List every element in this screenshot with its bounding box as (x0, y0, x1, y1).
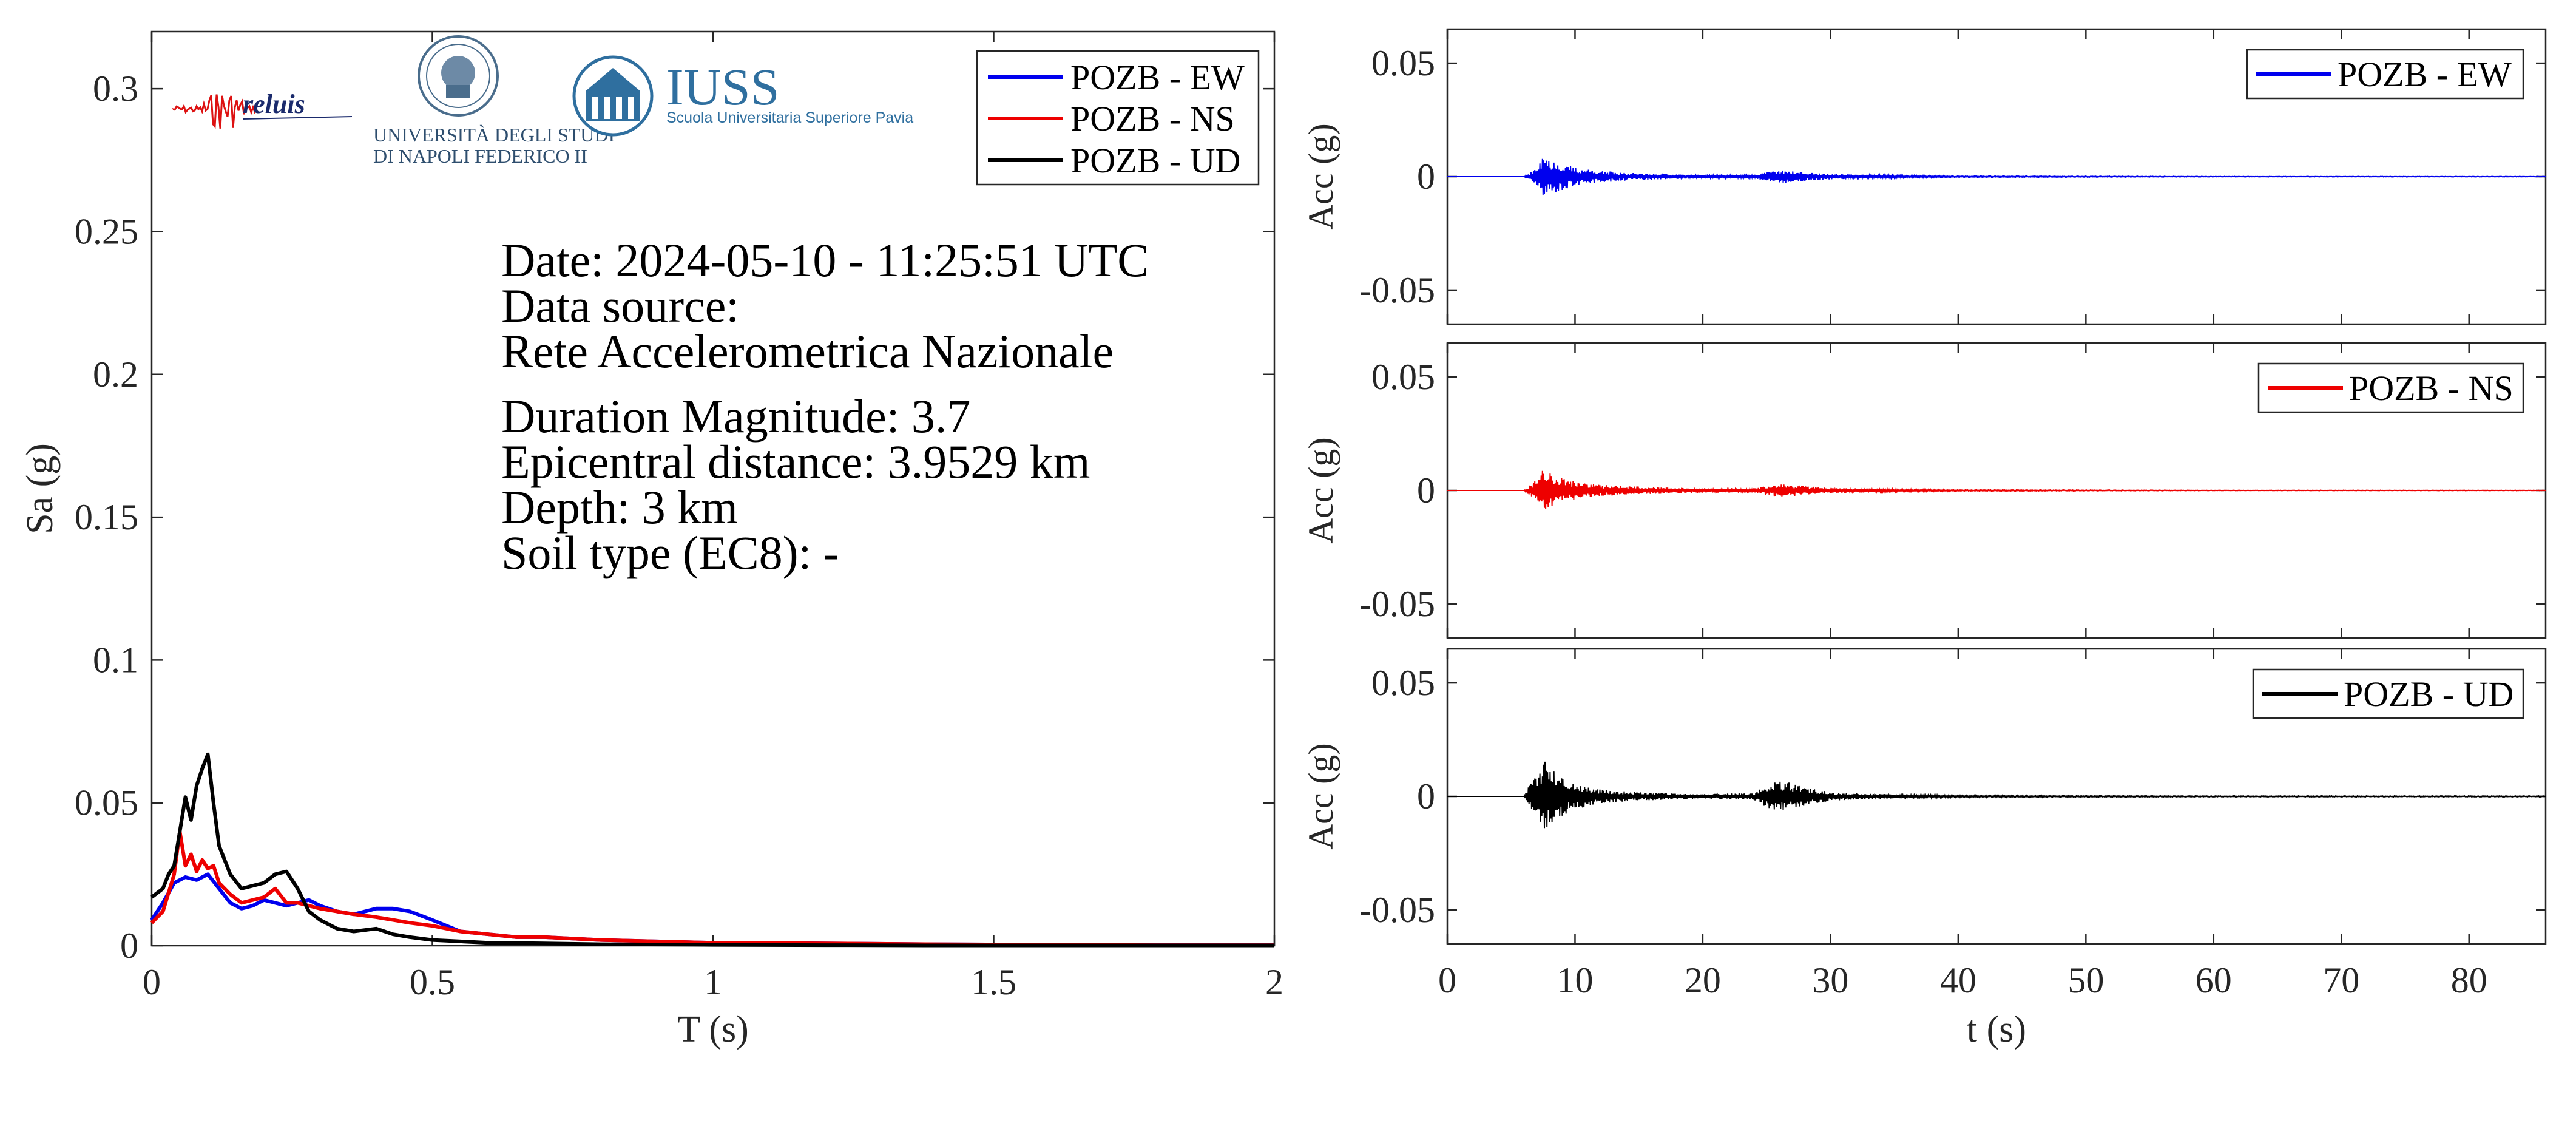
spectrum-y-tick-label: 0.3 (93, 69, 138, 109)
spectrum-lines (150, 752, 1274, 948)
accelerogram-x-label: t (s) (1967, 1009, 2026, 1050)
accelerogram-ns-legend: POZB - NS (2257, 362, 2524, 413)
legend-label-ns: POZB - NS (1070, 99, 1235, 138)
epicentral-distance: Epicentral distance: 3.9529 km (501, 435, 1090, 488)
accelerogram-x-tick-label: 40 (1940, 960, 1976, 1000)
data-source-label: Data source: (501, 279, 739, 332)
accelerogram-ns-trace (1447, 470, 2546, 509)
accelerogram-ew-line (1447, 158, 2546, 195)
accelerogram-y-tick-label: 0 (1417, 470, 1435, 510)
accelerogram-y-tick-label: -0.05 (1359, 584, 1435, 624)
spectrum-y-tick-label: 0 (120, 926, 138, 966)
data-source-name: Rete Accelerometrica Nazionale (501, 325, 1114, 378)
duration-magnitude: Duration Magnitude: 3.7 (501, 390, 970, 443)
spectrum-x-tick-label: 0 (143, 962, 161, 1002)
accelerogram-y-tick-label: 0 (1417, 157, 1435, 197)
accelerogram-ud-y-label: Acc (g) (1301, 743, 1340, 850)
unina-seal-icon (418, 35, 499, 117)
unina-text-line2: DI NAPOLI FEDERICO II (373, 145, 587, 167)
accelerogram-ew-legend: POZB - EW (2246, 49, 2524, 100)
accelerogram-x-tick-label: 30 (1812, 960, 1848, 1000)
accelerogram-y-tick-label: 0 (1417, 776, 1435, 816)
accelerogram-ns-tick-labels: 0.05 0 -0.05 (1359, 357, 1435, 624)
accelerogram-ew-legend-label: POZB - EW (2338, 55, 2512, 94)
accelerogram-ns-panel: 0.05 0 -0.05 Acc (g) POZB - NS (1301, 342, 2547, 639)
spectrum-legend: POZB - EW POZB - NS POZB - UD (976, 50, 1260, 186)
spectrum-x-tick-label: 1 (704, 962, 722, 1002)
iuss-logo-subtitle: Scuola Universitaria Superiore Pavia (666, 109, 913, 126)
accelerogram-y-tick-label: 0.05 (1371, 357, 1435, 397)
spectrum-y-tick-label: 0.2 (93, 354, 138, 395)
accelerogram-ew-tick-labels: 0.05 0 -0.05 (1359, 43, 1435, 310)
soil-type: Soil type (EC8): - (501, 526, 839, 579)
depth: Depth: 3 km (501, 481, 738, 534)
spectrum-x-tick-label: 2 (1265, 962, 1283, 1002)
accelerogram-ns-line (1447, 470, 2546, 509)
accelerogram-ud-panel: 0.050-0.05 Acc (g) POZB - UD 0 10 20 30 40 50… (1301, 648, 2547, 1000)
spectrum-x-label: T (s) (677, 1009, 749, 1050)
accelerogram-ew-y-label: Acc (g) (1301, 123, 1340, 230)
unina-text-line1: UNIVERSITÀ DEGLI STUDI (373, 124, 615, 146)
accelerogram-y-tick-label: -0.05 (1359, 890, 1435, 930)
spectrum-line-ns (150, 829, 1274, 948)
accelerogram-ud-legend: POZB - UD (2252, 668, 2524, 719)
spectrum-tick-labels: 0 0.5 1 1.5 2 0 0.05 0.1 0.15 0.2 0.25 0.3 (75, 69, 1283, 1002)
accelerogram-ud-trace (1447, 761, 2546, 829)
reluis-logo: reluis (172, 89, 353, 129)
reluis-wave-icon (172, 94, 258, 129)
accelerogram-ud-line (1447, 761, 2546, 829)
legend-label-ew: POZB - EW (1070, 58, 1245, 97)
accelerogram-ew-ticks (1446, 29, 2546, 324)
iuss-logo: IUSS Scuola Universitaria Superiore Pavi… (572, 55, 913, 137)
accelerogram-ew-panel: 0.05 0 -0.05 Acc (g) POZB - EW (1301, 28, 2547, 325)
spectrum-y-label: Sa (g) (19, 443, 61, 534)
accelerogram-x-tick-label: 60 (2196, 960, 2232, 1000)
accelerogram-y-tick-label: 0.05 (1371, 43, 1435, 83)
iuss-emblem-icon (572, 55, 654, 137)
spectrum-x-tick-label: 1.5 (971, 962, 1016, 1002)
spectrum-x-tick-label: 0.5 (410, 962, 455, 1002)
accelerogram-x-tick-labels: 0 10 20 30 40 50 60 70 80 (1438, 960, 2487, 1000)
accelerogram-ud-tick-labels: 0.05 0 -0.05 (1359, 663, 1435, 930)
accelerogram-y-tick-label: 0.05 (1371, 663, 1435, 703)
accelerogram-x-tick-label: 70 (2323, 960, 2359, 1000)
spectrum-y-tick-label: 0.15 (75, 497, 138, 537)
event-info: Date: 2024-05-10 - 11:25:51 UTC Data sou… (501, 234, 1149, 579)
unina-logo: UNIVERSITÀ DEGLI STUDI DI NAPOLI FEDERIC… (373, 35, 615, 167)
accelerogram-x-tick-label: 80 (2451, 960, 2487, 1000)
iuss-logo-title: IUSS (666, 58, 779, 116)
accelerogram-ew-trace (1447, 158, 2546, 195)
spectrum-y-tick-label: 0.05 (75, 783, 138, 823)
accelerogram-x-tick-label: 20 (1685, 960, 1721, 1000)
spectrum-y-tick-label: 0.1 (93, 640, 138, 680)
accelerogram-ns-legend-box (2257, 362, 2524, 413)
reluis-underline (242, 116, 353, 120)
spectrum-panel: 0 0.5 1 1.5 2 0 0.05 0.1 0.15 0.2 0.25 0.3 T (s) Sa… (19, 30, 1283, 1050)
accelerogram-ud-legend-label: POZB - UD (2344, 674, 2513, 714)
accelerogram-x-tick-label: 0 (1438, 960, 1456, 1000)
spectrum-line-ud (150, 752, 1274, 948)
accelerogram-ns-legend-label: POZB - NS (2349, 368, 2513, 408)
spectrum-y-tick-label: 0.25 (75, 211, 138, 251)
accelerogram-x-tick-label: 10 (1557, 960, 1593, 1000)
reluis-logo-text: reluis (243, 89, 305, 119)
event-date: Date: 2024-05-10 - 11:25:51 UTC (501, 234, 1149, 287)
accelerogram-y-tick-label: -0.05 (1359, 270, 1435, 310)
accelerogram-x-tick-label: 50 (2067, 960, 2104, 1000)
legend-label-ud: POZB - UD (1070, 141, 1240, 180)
accelerogram-ns-y-label: Acc (g) (1301, 437, 1340, 544)
